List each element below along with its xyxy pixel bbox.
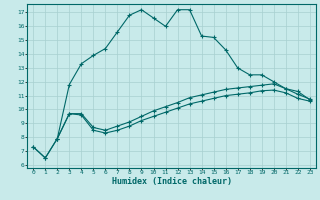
X-axis label: Humidex (Indice chaleur): Humidex (Indice chaleur) bbox=[112, 177, 232, 186]
